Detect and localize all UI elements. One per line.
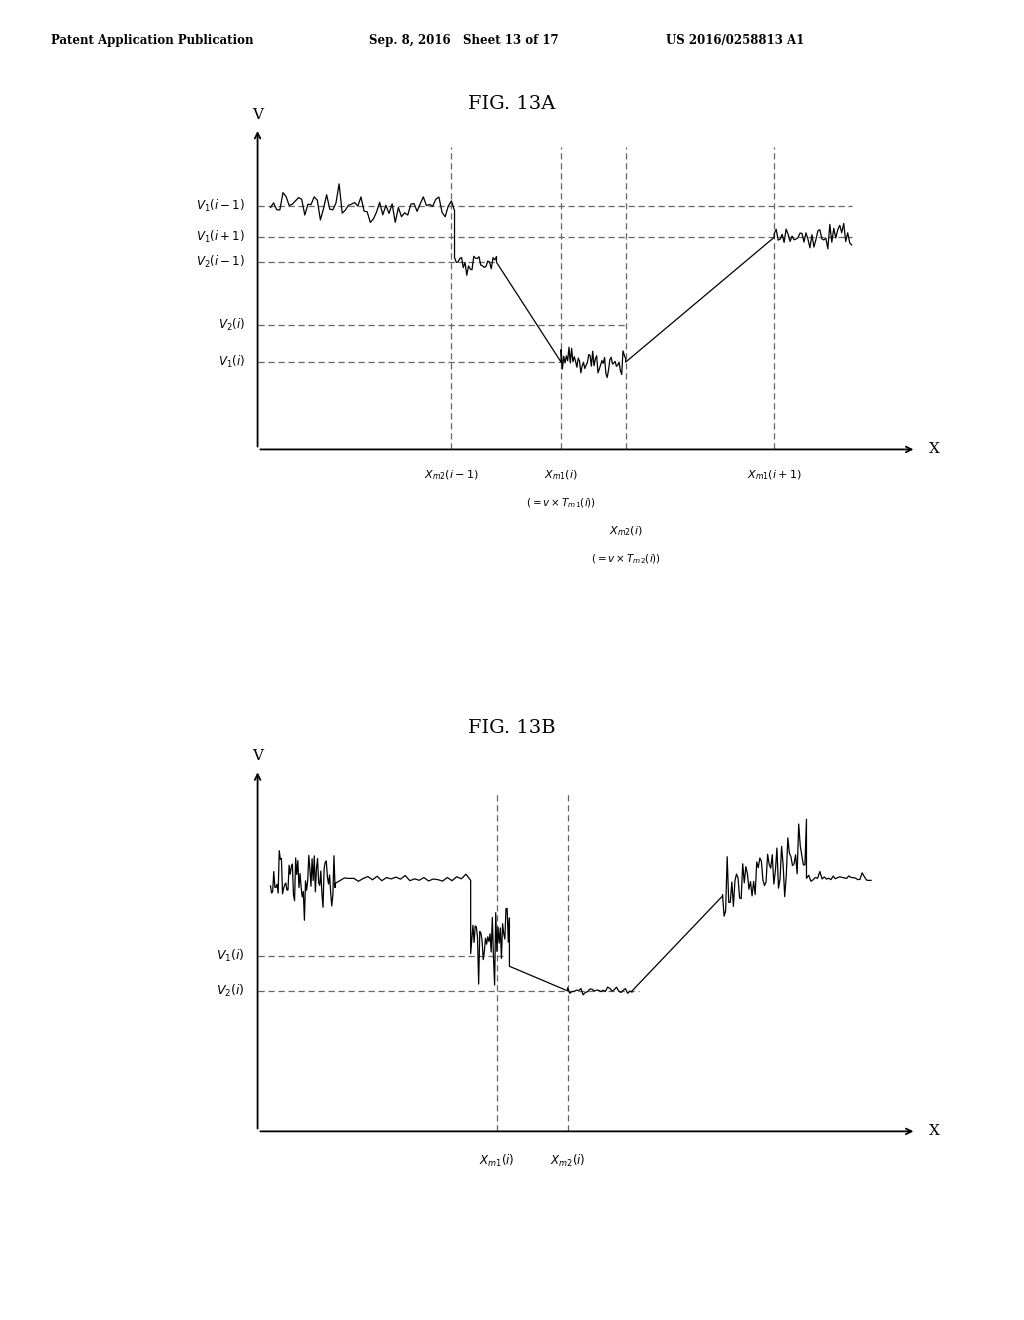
Text: $X_{m1}(i+1)$: $X_{m1}(i+1)$: [746, 469, 802, 482]
Text: $V_1(i)$: $V_1(i)$: [217, 354, 245, 370]
Text: V: V: [252, 108, 263, 121]
Text: $X_{m2}(i)$: $X_{m2}(i)$: [608, 524, 643, 537]
Text: $X_{m1}(i)$: $X_{m1}(i)$: [544, 469, 578, 482]
Text: $X_{m2}(i)$: $X_{m2}(i)$: [550, 1152, 586, 1168]
Text: $X_{m2}(i-1)$: $X_{m2}(i-1)$: [424, 469, 478, 482]
Text: $X_{m1}(i)$: $X_{m1}(i)$: [478, 1152, 514, 1168]
Text: $V_1(i-1)$: $V_1(i-1)$: [196, 198, 245, 214]
Text: FIG. 13A: FIG. 13A: [468, 95, 556, 114]
Text: $V_2(i)$: $V_2(i)$: [217, 317, 245, 333]
Text: $V_1(i)$: $V_1(i)$: [216, 948, 245, 964]
Text: $(=v \times T_{m1}(i))$: $(=v \times T_{m1}(i))$: [526, 496, 596, 510]
Text: FIG. 13B: FIG. 13B: [468, 719, 556, 738]
Text: US 2016/0258813 A1: US 2016/0258813 A1: [666, 34, 804, 48]
Text: $V_2(i-1)$: $V_2(i-1)$: [196, 255, 245, 271]
Text: X: X: [929, 1125, 940, 1138]
Text: Patent Application Publication: Patent Application Publication: [51, 34, 254, 48]
Text: V: V: [252, 748, 263, 763]
Text: $V_2(i)$: $V_2(i)$: [216, 983, 245, 999]
Text: X: X: [929, 442, 940, 457]
Text: Sep. 8, 2016   Sheet 13 of 17: Sep. 8, 2016 Sheet 13 of 17: [369, 34, 558, 48]
Text: $(=v \times T_{m2}(i))$: $(=v \times T_{m2}(i))$: [591, 552, 660, 566]
Text: $V_1(i+1)$: $V_1(i+1)$: [196, 230, 245, 246]
